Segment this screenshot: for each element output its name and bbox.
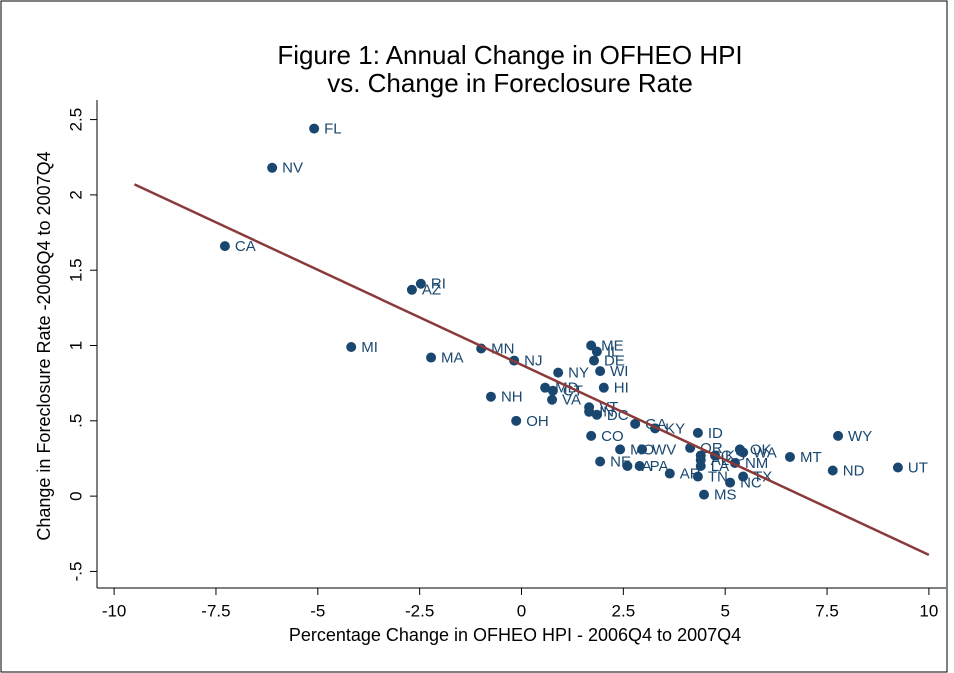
y-axis-label: Change in Foreclosure Rate -2006Q4 to 20…	[34, 151, 54, 540]
point	[637, 444, 648, 455]
point-label: OH	[526, 413, 549, 430]
point	[634, 461, 645, 471]
point	[738, 471, 749, 482]
point	[695, 454, 706, 465]
point-label: OK	[750, 441, 772, 458]
point	[738, 447, 749, 458]
point-label: NJ	[524, 353, 542, 370]
point	[589, 355, 600, 366]
x-tick-label: 2.5	[612, 601, 636, 620]
point	[406, 284, 417, 295]
point	[346, 342, 357, 353]
point-label: KS	[725, 447, 745, 464]
y-tick-label: .5	[66, 414, 85, 428]
point-label: WV	[652, 441, 676, 458]
x-tick-label: 0	[517, 601, 526, 620]
point	[598, 382, 609, 393]
point	[553, 367, 564, 378]
point	[415, 278, 426, 289]
point-label: MS	[714, 487, 737, 504]
point-label: RI	[431, 276, 446, 293]
x-tick-label: -7.5	[201, 601, 230, 620]
point-label: TN	[708, 469, 728, 486]
point-label: KY	[665, 420, 685, 437]
point	[692, 427, 703, 438]
point-label: WI	[610, 363, 628, 380]
point-label: IL	[607, 343, 620, 360]
point	[692, 471, 703, 482]
point-label: ID	[708, 425, 723, 442]
point-label: NM	[745, 455, 768, 472]
x-tick-label: 10	[919, 601, 938, 620]
point	[725, 477, 736, 488]
point	[511, 415, 522, 426]
point	[595, 456, 606, 467]
y-tick-label: 1.5	[66, 258, 85, 282]
y-tick-label: 0	[66, 491, 85, 500]
point	[699, 489, 710, 500]
point-label: DE	[604, 353, 625, 370]
x-tick-label: -10	[102, 601, 127, 620]
point-label: FL	[324, 121, 342, 138]
point	[622, 461, 633, 471]
x-tick-label: -5	[310, 601, 325, 620]
point	[267, 162, 278, 173]
point	[784, 451, 795, 462]
point	[827, 465, 838, 476]
point-label: HI	[614, 380, 629, 397]
point-label: VA	[562, 392, 581, 409]
point-label: WA	[753, 444, 777, 461]
point-label: MA	[441, 350, 464, 367]
point	[630, 418, 641, 429]
point	[833, 430, 844, 441]
point	[615, 444, 626, 455]
point-label: AZ	[422, 282, 441, 299]
point-label: CA	[235, 238, 256, 255]
point-label: ND	[843, 462, 865, 479]
x-tick-label: 7.5	[815, 601, 839, 620]
point-label: UT	[908, 459, 928, 476]
point-label: LA	[711, 458, 729, 475]
point	[591, 409, 602, 420]
point	[309, 123, 320, 134]
point	[547, 385, 558, 396]
point	[547, 394, 558, 405]
point-label: WY	[848, 428, 872, 445]
point-label: NH	[501, 389, 523, 406]
x-tick-label: 5	[720, 601, 729, 620]
point	[540, 382, 551, 393]
point-label: IN	[599, 404, 614, 421]
point-label: ME	[601, 337, 624, 354]
x-tick-label: -2.5	[405, 601, 434, 620]
point	[664, 468, 675, 479]
point-label: MI	[361, 339, 378, 356]
y-tick-label: 2	[66, 190, 85, 199]
point-label: MT	[800, 449, 822, 466]
point	[586, 430, 597, 441]
point-label: NV	[282, 160, 303, 177]
y-tick-label: -.5	[66, 562, 85, 582]
point-label: CO	[601, 428, 624, 445]
point	[595, 366, 606, 377]
y-tick-label: 2.5	[66, 108, 85, 132]
fit-line	[133, 183, 930, 556]
x-axis-label: Percentage Change in OFHEO HPI - 2006Q4 …	[289, 625, 741, 645]
point-label: NY	[568, 365, 589, 382]
chart-title: Figure 1: Annual Change in OFHEO HPI	[277, 40, 742, 70]
point-label: NC	[740, 475, 762, 492]
point	[485, 391, 496, 402]
y-tick-label: 1	[66, 341, 85, 350]
point	[591, 346, 602, 357]
point	[219, 241, 230, 252]
point	[426, 352, 437, 363]
point	[892, 462, 903, 473]
point	[584, 406, 595, 417]
point-label: PA	[650, 458, 669, 475]
chart-subtitle: vs. Change in Foreclosure Rate	[327, 68, 693, 98]
